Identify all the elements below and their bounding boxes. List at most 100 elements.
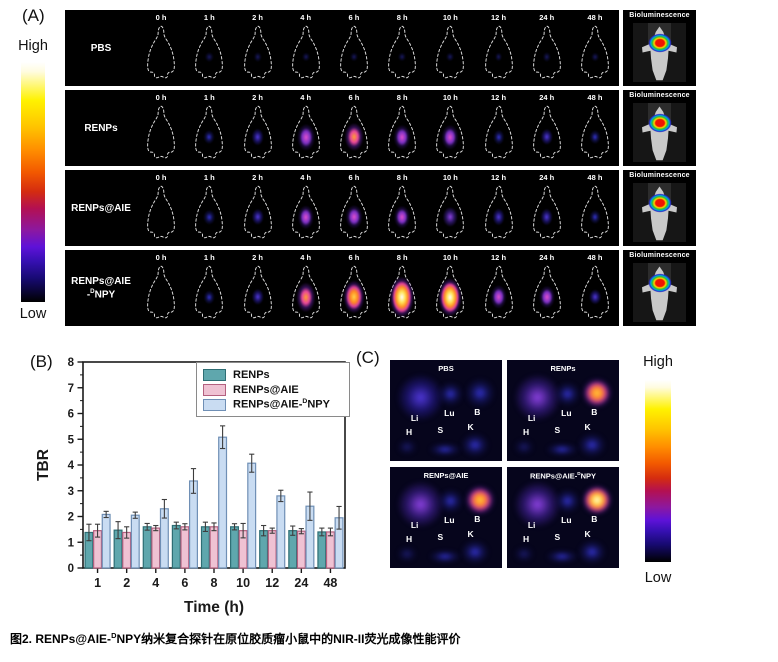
tbr-bar-chart: 0 1 2 3 4 5 6 7 8 1 2 4 6 8 10 12 24 48 Time (h) TBR [28,346,360,628]
mouse-outline-path [340,25,368,79]
mouse-outline-path [532,25,561,79]
organ-blob-h [396,438,417,455]
mouse-outline [574,183,616,243]
mouse-cell: 12 h [474,10,522,86]
organ-blob-h [513,438,534,455]
fluorescence-signal [443,207,458,228]
timepoint-label: 12 h [491,13,507,22]
mouse-cell: 10 h [426,10,474,86]
mouse-outline-path [340,105,368,159]
mouse-outline-path [291,185,320,239]
timepoint-label: 24 h [539,173,555,182]
organ-label-h: H [405,426,413,437]
svg-text:4: 4 [152,576,159,590]
mouse-outline-path [340,185,368,239]
row-group-label-line2: -DNPY [86,287,116,301]
timepoint-label: 10 h [442,13,458,22]
mouse-outline [526,263,568,323]
mouse-cell: 24 h [523,10,571,86]
mouse-outline [478,183,520,243]
organ-image-grid: PBS Li Lu B H S K RENPs Li Lu B H S K RENPs@AIE Li Lu B H S… [390,360,619,568]
organ-blob-s [429,549,461,563]
organ-blob-li [513,374,561,421]
fluorescence-signal [203,209,215,225]
bioluminescence-panel: Bioluminescence [623,90,696,166]
mouse-cell: 48 h [571,10,619,86]
svg-text:8: 8 [211,576,218,590]
fluorescence-signal [540,208,554,226]
mouse-cell: 10 h [426,170,474,246]
mouse-cell: 12 h [474,250,522,326]
bioluminescence-signal [646,192,673,215]
legend-entry: RENPs [203,367,343,382]
bioluminescence-panel: Bioluminescence [623,250,696,326]
fluorescence-signal [205,52,214,63]
mouse-image-row: RENPs 0 h 1 h 2 h 4 h 6 h 8 h 10 h 12 h 24 h 48 h [65,90,619,166]
timepoint-label: 8 h [396,13,408,22]
timepoint-label: 6 h [348,13,360,22]
mouse-outline [429,263,471,323]
mouse-outline [333,263,375,323]
mouse-outline-path [484,25,513,79]
legend-swatch [203,383,226,396]
colorbar-c-high-label: High [643,354,673,370]
fluorescence-signal [345,205,363,230]
mouse-outline-path [581,265,609,319]
svg-text:12: 12 [265,576,279,590]
mouse-cell: 8 h [378,250,426,326]
timepoint-label: 12 h [491,173,507,182]
mouse-outline [140,23,182,83]
row-group-label-line1: PBS [90,42,112,54]
organ-blob-k [460,432,489,457]
organ-blob-k [577,539,606,564]
organ-label-k: K [467,528,474,539]
row-group-label: PBS [65,10,137,86]
timepoint-label: 2 h [252,13,263,22]
row-group-label-line1: RENPs@AIE [71,275,131,287]
mouse-cell: 1 h [185,250,233,326]
organ-label-h: H [522,426,530,437]
organ-blob-b [582,485,613,516]
mouse-cell: 6 h [330,170,378,246]
fluorescence-signal [542,52,551,63]
svg-text:2: 2 [68,512,74,524]
mouse-cell: 4 h [282,170,330,246]
mouse-cell: 4 h [282,10,330,86]
mouse-image-row: RENPs@AIE -DNPY 0 h 1 h 2 h 4 h 6 h 8 h 10 h 12 h… [65,250,619,326]
panel-c: (C) PBS Li Lu B H S K RENPs Li Lu B H S K RENPs@AIE Li L… [356,346,706,596]
legend-swatch [203,368,226,381]
organ-blob-li [396,481,444,528]
fluorescence-signal [446,52,455,62]
organ-blob-k [577,432,606,457]
mouse-cell: 2 h [233,10,281,86]
organ-panel: PBS Li Lu B H S K [390,360,502,461]
mouse-outline [188,263,230,323]
mouse-cell: 12 h [474,170,522,246]
organ-blob-h [513,545,534,562]
organ-label-li: Li [410,519,419,530]
organ-label-li: Li [527,519,536,530]
svg-text:48: 48 [323,576,337,590]
fluorescence-signal [394,205,411,229]
mouse-outline-path [388,105,416,159]
organ-panel: RENPs Li Lu B H S K [507,360,619,461]
mouse-cell: 8 h [378,90,426,166]
mouse-cell: 48 h [571,250,619,326]
bioluminescence-panel: Bioluminescence [623,170,696,246]
organ-panel: RENPs@AIE Li Lu B H S K [390,467,502,568]
timepoint-label: 48 h [587,173,603,182]
fluorescence-signal [589,210,601,225]
fluorescence-signal [591,52,599,62]
mouse-outline [429,183,471,243]
mouse-cell: 10 h [426,250,474,326]
timepoint-label: 0 h [155,173,167,182]
bioluminescence-label: Bioluminescence [629,12,690,19]
svg-text:Time (h): Time (h) [184,599,244,616]
mouse-cell: 48 h [571,90,619,166]
svg-text:1: 1 [94,576,101,590]
timepoint-label: 48 h [587,13,603,22]
mouse-outline-path [147,185,175,239]
svg-text:1: 1 [68,537,75,549]
mouse-cell: 6 h [330,90,378,166]
fluorescence-signal [296,124,315,151]
